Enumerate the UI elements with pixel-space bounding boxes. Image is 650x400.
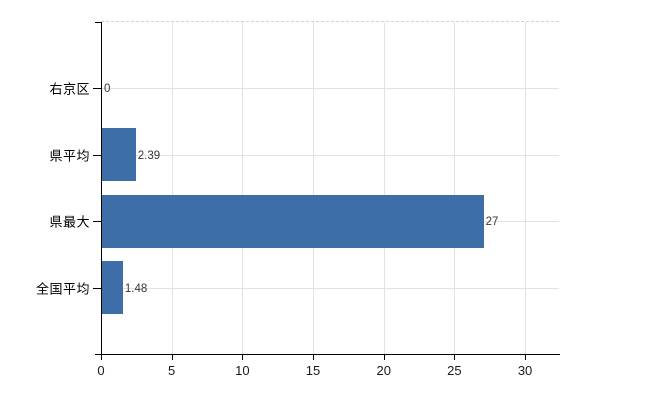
x-axis-tick: [525, 355, 527, 360]
category-label: 右京区: [49, 81, 90, 97]
plot-top-border: [101, 21, 559, 22]
x-tick-label: 5: [168, 363, 176, 378]
horizontal-gridline: [101, 287, 559, 289]
category-label: 県最大: [49, 214, 90, 230]
category-label: 県平均: [49, 148, 90, 164]
y-axis-tick: [93, 221, 101, 223]
y-axis-tick: [93, 287, 101, 289]
x-tick-label: 15: [305, 363, 321, 378]
value-label: 1.48: [124, 282, 148, 295]
x-tick-label: 30: [517, 363, 533, 378]
bar: [102, 261, 123, 314]
x-axis-tick: [171, 355, 173, 360]
x-tick-label: 0: [97, 363, 105, 378]
horizontal-gridline: [101, 154, 559, 156]
category-label: 全国平均: [35, 281, 90, 297]
x-axis-line: [95, 354, 560, 355]
vertical-gridline: [313, 22, 315, 354]
vertical-gridline: [383, 22, 385, 354]
value-label: 0: [104, 83, 111, 96]
x-tick-label: 25: [447, 363, 462, 378]
x-tick-label: 20: [376, 363, 391, 378]
x-axis-tick: [313, 355, 315, 360]
value-label: 27: [485, 216, 499, 229]
x-tick-label: 10: [235, 363, 250, 378]
y-axis-tick: [95, 22, 101, 23]
y-axis-line: [101, 22, 102, 355]
bar: [102, 128, 136, 181]
x-axis-tick: [101, 355, 102, 360]
x-axis-tick: [383, 355, 385, 360]
bar: [102, 195, 484, 248]
horizontal-gridline: [101, 88, 559, 90]
y-axis-tick: [93, 154, 101, 156]
vertical-gridline: [454, 22, 456, 354]
vertical-gridline: [525, 22, 527, 354]
value-label: 2.39: [137, 149, 161, 162]
x-axis-tick: [454, 355, 456, 360]
vertical-gridline: [242, 22, 244, 354]
x-axis-tick: [242, 355, 244, 360]
y-axis-tick: [93, 88, 101, 90]
vertical-gridline: [171, 22, 173, 354]
